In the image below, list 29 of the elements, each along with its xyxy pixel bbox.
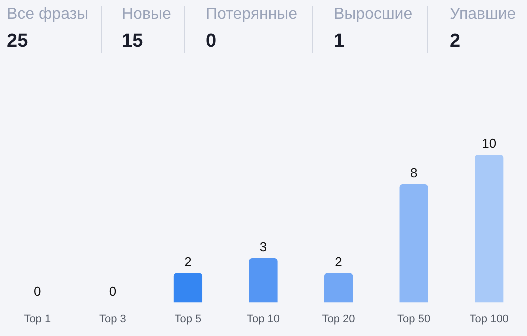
x-tick-label: Top 10 [246, 313, 280, 326]
data-label: 15 [122, 31, 144, 52]
category-label: Новые [122, 6, 172, 24]
category-label: Все фразы [7, 6, 89, 24]
data-label: 3 [260, 240, 268, 255]
data-label: 2 [450, 31, 462, 52]
data-label: 8 [410, 166, 418, 181]
data-label: 0 [109, 284, 117, 299]
data-label: 0 [34, 284, 42, 299]
x-tick-label: Top 20 [322, 313, 356, 326]
x-tick-label: Top 3 [99, 313, 126, 326]
x-tick-label: Top 100 [470, 313, 509, 326]
category-label: Выросшие [334, 6, 413, 24]
bar [324, 273, 354, 303]
x-tick-label: Top 1 [24, 313, 52, 326]
data-label: 25 [7, 31, 30, 52]
bar [475, 155, 504, 303]
x-tick-label: Top 50 [398, 313, 431, 326]
data-label: 2 [184, 254, 192, 270]
bar [174, 273, 203, 303]
bar [249, 258, 278, 303]
category-label: Потерянные [206, 6, 298, 24]
data-label: 10 [482, 136, 497, 152]
data-label: 1 [334, 31, 346, 52]
category-label: Упавшие [450, 6, 516, 24]
bar [400, 184, 428, 303]
x-tick-label: Top 5 [174, 313, 202, 326]
data-label: 0 [206, 31, 218, 52]
data-label: 2 [335, 254, 342, 270]
